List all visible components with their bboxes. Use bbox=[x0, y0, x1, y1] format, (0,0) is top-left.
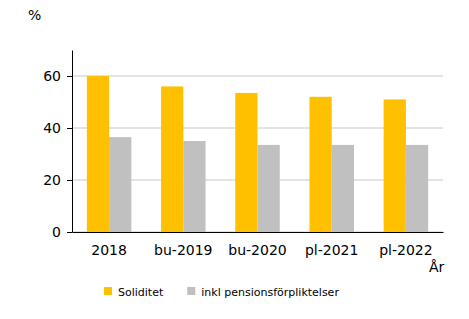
x-tick-label: bu-2020 bbox=[228, 242, 286, 258]
x-tick: pl-2021 bbox=[305, 232, 358, 258]
bar bbox=[87, 76, 109, 232]
bar bbox=[332, 145, 354, 232]
legend-swatch bbox=[187, 287, 195, 295]
y-tick-mark bbox=[67, 76, 72, 77]
legend: Soliditet inkl pensionsförpliktelser bbox=[104, 286, 339, 299]
y-axis-title: % bbox=[28, 7, 41, 23]
x-tick: bu-2019 bbox=[154, 232, 212, 258]
y-axis-line bbox=[72, 51, 73, 233]
x-tick: bu-2020 bbox=[228, 232, 286, 258]
y-tick: 60 bbox=[43, 68, 72, 84]
grid bbox=[72, 76, 443, 232]
grid-line bbox=[72, 76, 443, 77]
x-tick: 2018 bbox=[91, 232, 127, 258]
legend-swatch bbox=[104, 287, 112, 295]
bar bbox=[109, 137, 131, 232]
y-tick-label: 40 bbox=[43, 120, 61, 136]
y-tick-mark bbox=[67, 180, 72, 181]
y-tick-mark bbox=[67, 232, 72, 233]
y-tick-label: 60 bbox=[43, 68, 61, 84]
y-axis: 0 20 40 60 bbox=[43, 51, 72, 240]
legend-label: inkl pensionsförpliktelser bbox=[201, 286, 339, 299]
bar bbox=[309, 97, 331, 232]
x-axis: 2018 bu-2019 bu-2020 pl-2021 pl-2022 bbox=[73, 232, 444, 258]
x-tick-label: bu-2019 bbox=[154, 242, 212, 258]
y-tick: 20 bbox=[43, 172, 72, 188]
bar bbox=[161, 86, 183, 232]
bar bbox=[235, 93, 257, 232]
bar bbox=[406, 145, 428, 232]
y-tick-label: 0 bbox=[52, 224, 61, 240]
x-tick-label: pl-2022 bbox=[379, 242, 432, 258]
y-tick: 0 bbox=[52, 224, 72, 240]
x-axis-title: År bbox=[429, 259, 445, 275]
x-tick: pl-2022 bbox=[379, 232, 432, 258]
y-tick-label: 20 bbox=[43, 172, 61, 188]
x-tick-label: pl-2021 bbox=[305, 242, 358, 258]
bars bbox=[87, 76, 428, 232]
bar bbox=[183, 141, 205, 232]
legend-item: Soliditet bbox=[104, 286, 164, 299]
legend-label: Soliditet bbox=[118, 286, 164, 299]
chart: 0 20 40 60 2018 bu-2019 bu-2020 pl-2021 pl-2022%… bbox=[0, 0, 469, 319]
y-tick: 40 bbox=[43, 120, 72, 136]
y-tick-mark bbox=[67, 128, 72, 129]
x-tick-label: 2018 bbox=[91, 242, 127, 258]
plot: 0 20 40 60 2018 bu-2019 bu-2020 pl-2021 pl-2022 bbox=[43, 51, 443, 258]
legend-item: inkl pensionsförpliktelser bbox=[187, 286, 339, 299]
x-axis-line bbox=[73, 232, 444, 233]
bar bbox=[258, 145, 280, 232]
bar bbox=[384, 99, 406, 232]
